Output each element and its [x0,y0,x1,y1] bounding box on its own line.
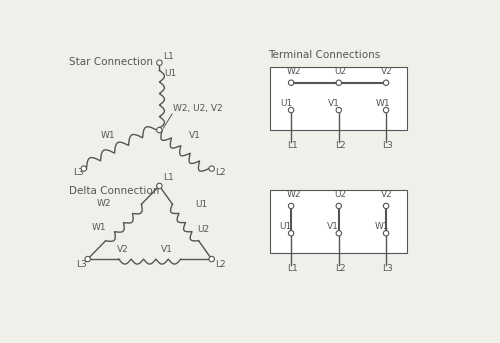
Circle shape [156,60,162,66]
Text: U1: U1 [280,222,292,231]
Text: W2: W2 [286,67,301,76]
Text: L2: L2 [335,264,345,273]
Circle shape [384,80,389,85]
Text: L3: L3 [382,264,393,273]
Circle shape [336,107,342,113]
Text: L3: L3 [73,168,84,177]
Text: W1: W1 [100,131,115,140]
Text: L1: L1 [163,52,174,61]
Circle shape [288,230,294,236]
Circle shape [156,183,162,189]
Text: W1: W1 [375,99,390,108]
Text: V1: V1 [328,99,340,108]
Circle shape [209,166,214,171]
Text: U2: U2 [197,225,209,234]
Text: W2: W2 [286,190,301,199]
Text: Delta Connection: Delta Connection [70,186,160,196]
Text: U1: U1 [195,200,207,209]
Circle shape [81,166,86,171]
Circle shape [156,127,162,133]
Bar [270,190,407,253]
Text: V2: V2 [117,246,128,255]
Text: V1: V1 [162,246,173,255]
Text: V2: V2 [382,67,393,76]
Circle shape [288,107,294,113]
Text: Terminal Connections: Terminal Connections [268,50,380,60]
Text: W1: W1 [92,223,106,232]
Circle shape [209,256,214,262]
Text: U2: U2 [334,67,346,76]
Text: V1: V1 [327,222,339,231]
Text: V1: V1 [190,131,202,140]
Circle shape [85,256,90,262]
Text: L1: L1 [287,264,298,273]
Text: V2: V2 [382,190,393,199]
Circle shape [336,230,342,236]
Circle shape [384,203,389,209]
Circle shape [288,80,294,85]
Text: U1: U1 [164,69,176,78]
Text: L2: L2 [335,141,345,150]
Circle shape [288,203,294,209]
Circle shape [384,230,389,236]
Text: L3: L3 [382,141,393,150]
Text: L3: L3 [76,260,87,269]
Circle shape [336,80,342,85]
Text: L2: L2 [215,168,226,177]
Text: L1: L1 [163,173,174,182]
Text: L2: L2 [215,260,226,269]
Text: W2: W2 [96,199,111,208]
Text: W1: W1 [374,222,389,231]
Bar [270,67,407,130]
Text: U1: U1 [280,99,292,108]
Circle shape [384,107,389,113]
Text: Star Connection: Star Connection [70,57,154,67]
Text: L1: L1 [287,141,298,150]
Text: U2: U2 [334,190,346,199]
Circle shape [336,203,342,209]
Text: W2, U2, V2: W2, U2, V2 [173,104,222,113]
